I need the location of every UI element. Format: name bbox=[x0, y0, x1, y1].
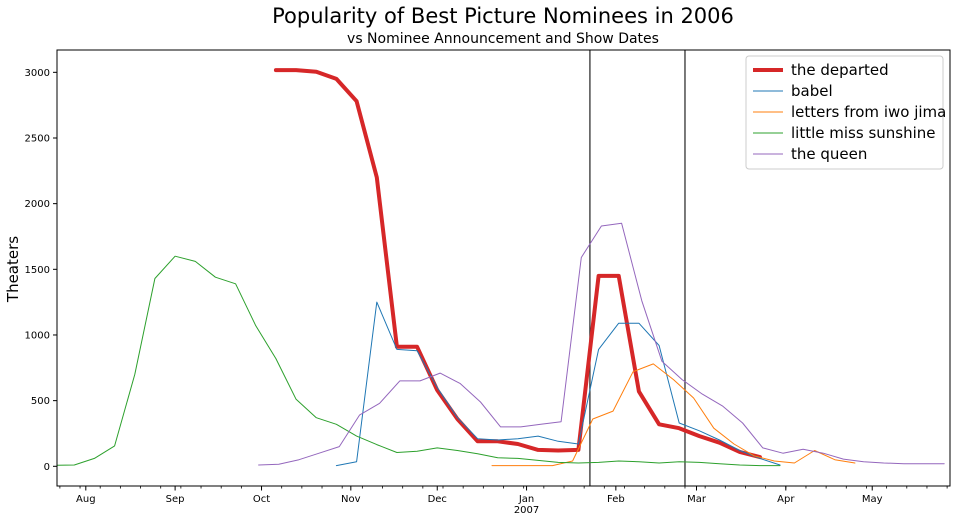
x-tick-label: Feb bbox=[607, 494, 625, 505]
series-line-the-queen bbox=[258, 222, 945, 466]
y-tick-label: 2500 bbox=[25, 133, 50, 144]
y-tick-label: 1500 bbox=[25, 265, 50, 276]
x-tick-label: Mar bbox=[687, 494, 707, 505]
x-tick-label: Nov bbox=[341, 494, 361, 505]
y-tick-label: 2000 bbox=[25, 199, 50, 210]
legend-label: the queen bbox=[791, 145, 867, 163]
y-tick-label: 0 bbox=[44, 462, 50, 473]
series-line-the-departed bbox=[273, 68, 762, 460]
series-line-letters-from-iwo-jima bbox=[491, 363, 856, 467]
legend-label: babel bbox=[791, 82, 833, 100]
date-marker-lines bbox=[589, 50, 686, 486]
x-tick-year-label: 2007 bbox=[514, 505, 539, 516]
y-axis-label: Theaters bbox=[4, 236, 22, 303]
x-tick-label: Apr bbox=[777, 494, 795, 505]
x-tick-label: Aug bbox=[76, 494, 96, 505]
x-tick-label: Jan bbox=[518, 494, 534, 505]
legend: the departed babel letters from iwo jima li… bbox=[745, 55, 946, 170]
series-lines bbox=[57, 68, 945, 467]
series-line-babel bbox=[335, 301, 781, 467]
series-line-little-miss-sunshine bbox=[57, 255, 781, 467]
axes: 0 500 1000 1500 2000 2500 3000 Aug Sep Oct Nov Dec J… bbox=[25, 49, 951, 516]
chart-subtitle: vs Nominee Announcement and Show Dates bbox=[347, 31, 659, 47]
legend-label: the departed bbox=[791, 61, 889, 79]
chart-title: Popularity of Best Picture Nominees in 2… bbox=[272, 4, 734, 28]
y-tick-label: 1000 bbox=[25, 330, 50, 341]
legend-label: little miss sunshine bbox=[791, 124, 936, 142]
x-tick-label: Sep bbox=[166, 494, 185, 505]
y-tick-label: 500 bbox=[31, 396, 50, 407]
legend-box bbox=[745, 55, 944, 170]
x-tick-label: May bbox=[862, 494, 883, 505]
x-tick-label: Oct bbox=[253, 494, 270, 505]
legend-label: letters from iwo jima bbox=[791, 103, 946, 121]
x-tick-label: Dec bbox=[428, 494, 447, 505]
y-tick-label: 3000 bbox=[25, 68, 50, 79]
